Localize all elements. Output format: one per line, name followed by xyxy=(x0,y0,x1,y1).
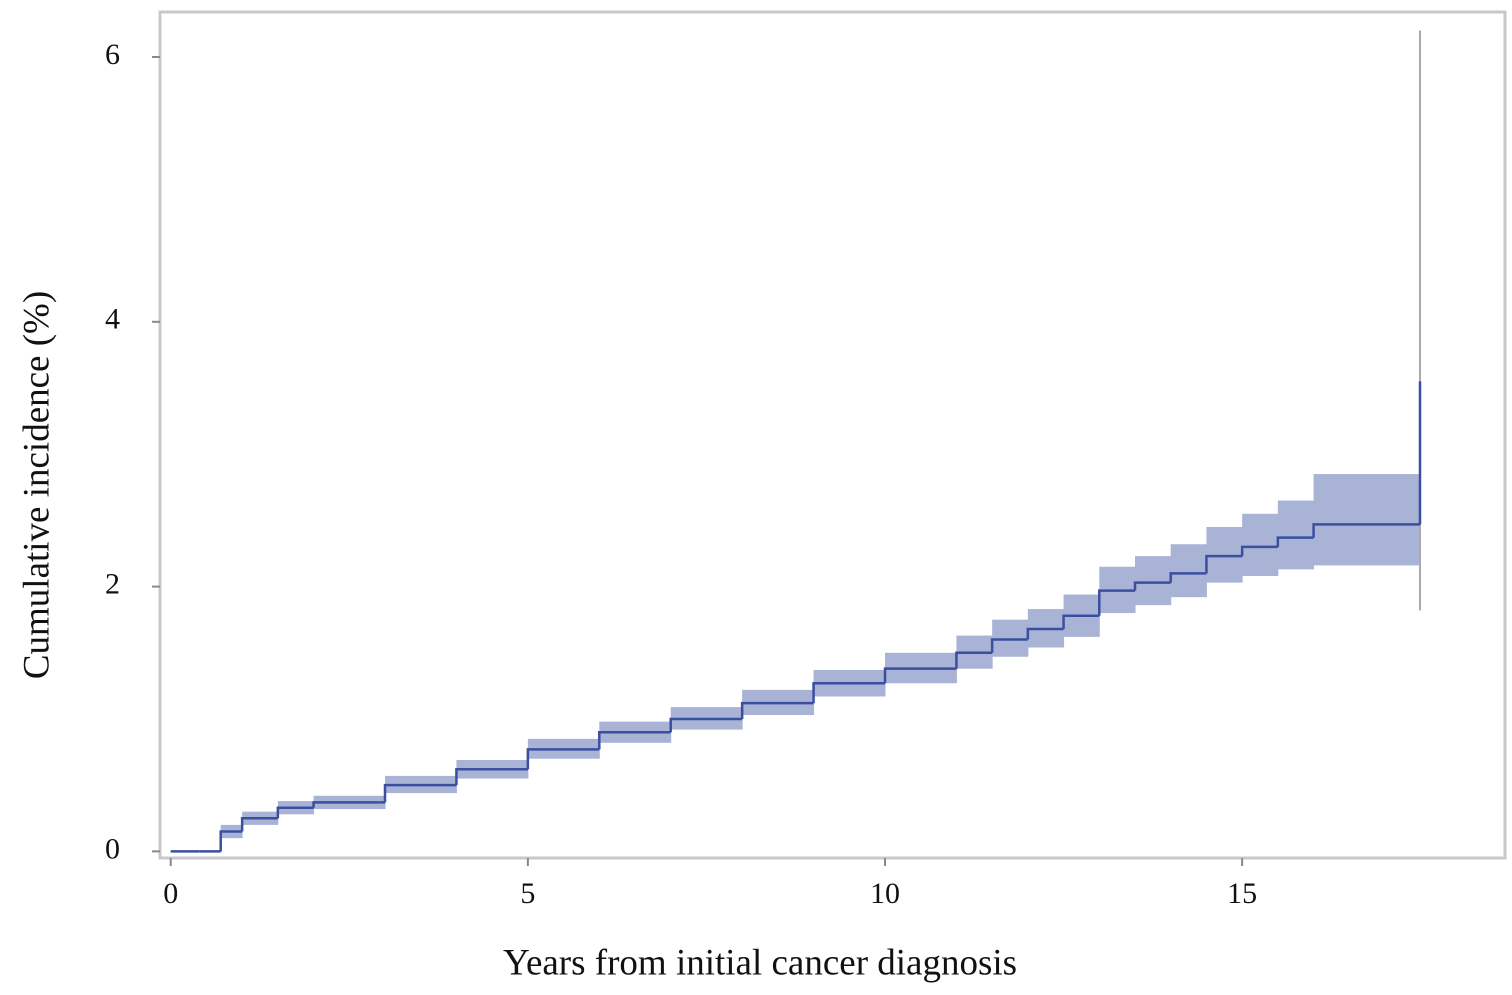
confidence-band xyxy=(1170,544,1207,598)
y-axis-label: Cumulative incidence (%) xyxy=(16,291,57,679)
confidence-band xyxy=(1277,500,1315,570)
line-step xyxy=(312,801,385,808)
line-step xyxy=(1062,614,1100,629)
line-step xyxy=(1026,627,1064,640)
x-tick-label: 10 xyxy=(870,877,900,910)
y-tick-label: 2 xyxy=(105,567,120,600)
line-step xyxy=(598,730,671,750)
line-step xyxy=(526,748,600,770)
confidence-band xyxy=(1206,527,1243,583)
line-step xyxy=(812,681,885,704)
line-step xyxy=(1133,581,1171,591)
plot-frame xyxy=(158,10,1507,860)
line-step xyxy=(1312,523,1420,538)
y-tick-label: 4 xyxy=(105,303,120,336)
x-tick-label: 15 xyxy=(1227,877,1257,910)
confidence-band xyxy=(992,619,1029,657)
y-tick-label: 6 xyxy=(105,38,120,71)
line-step xyxy=(955,651,993,669)
x-axis-label: Years from initial cancer diagnosis xyxy=(503,942,1017,983)
line-step xyxy=(240,817,278,832)
y-tick-label: 0 xyxy=(105,832,120,865)
confidence-band xyxy=(1313,474,1421,566)
line-step xyxy=(383,783,457,803)
line-step xyxy=(276,806,314,819)
line-step xyxy=(1169,572,1207,583)
line-step xyxy=(1276,536,1314,547)
confidence-band xyxy=(1242,513,1279,576)
line-step xyxy=(1205,554,1243,574)
line-step xyxy=(1240,545,1278,557)
line-step xyxy=(990,638,1028,653)
line-step xyxy=(740,701,814,719)
line-step xyxy=(883,667,957,684)
confidence-band xyxy=(1135,556,1172,606)
line-step xyxy=(455,768,528,786)
line-step xyxy=(1098,589,1135,616)
x-tick-label: 0 xyxy=(163,877,178,910)
line-step xyxy=(219,830,243,852)
line-step xyxy=(669,717,743,733)
x-tick-label: 5 xyxy=(520,877,535,910)
